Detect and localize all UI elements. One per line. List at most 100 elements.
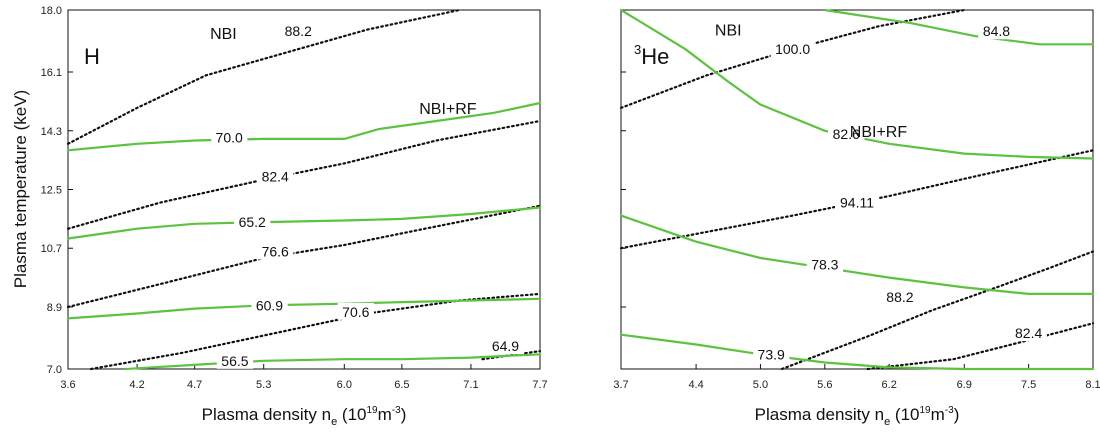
x-axis-label-sub: e xyxy=(884,416,890,428)
contour-label-bg xyxy=(280,22,317,40)
contour-label-bg xyxy=(1010,324,1047,342)
nbi-rf-contour-line xyxy=(619,8,1095,160)
nbi-contour-line xyxy=(66,8,461,145)
panel-label-sup: 3 xyxy=(634,42,641,57)
x-axis-label-unit-exp1: 19 xyxy=(367,405,379,416)
panel-h: 88.2 82.4 76.6 70.6 64.9 70.0 65.2 60.9 56.5 3.6… xyxy=(11,5,548,428)
x-axis-label-unit-mid: m xyxy=(931,405,945,424)
nbi-contour-line xyxy=(619,8,966,110)
y-tick-label: 18.0 xyxy=(41,5,62,17)
contour-label: 76.6 xyxy=(262,244,289,260)
contour-label: 56.5 xyxy=(221,353,248,369)
contour-label-bg xyxy=(251,296,288,314)
contour-label-bg xyxy=(978,22,1015,40)
contour-label-bg xyxy=(233,213,271,231)
annotations: NBI NBI+RF xyxy=(715,23,907,141)
contour-label: 70.0 xyxy=(216,129,243,145)
contour-label: 82.4 xyxy=(262,168,289,184)
nbi-contour-line xyxy=(66,119,542,230)
x-axis-label-unit-close: ) xyxy=(401,405,407,424)
contour-label: 73.9 xyxy=(758,346,785,362)
contour-label-bg xyxy=(752,345,790,363)
contour-label-bg xyxy=(337,302,375,320)
x-tick-label: 6.5 xyxy=(394,379,409,391)
contour-label: 70.6 xyxy=(342,304,369,320)
x-tick-label: 3.7 xyxy=(613,379,628,391)
contour-label: 94.11 xyxy=(840,195,874,211)
x-axis-label-unit-exp2: -3 xyxy=(392,405,401,416)
x-tick-label: 6.2 xyxy=(882,379,897,391)
contour-label-bg xyxy=(257,242,294,260)
x-axis-label: Plasma density ne (1019m-3) xyxy=(202,405,407,428)
nbi-rf-contour-line xyxy=(124,353,542,371)
contour-label: 88.2 xyxy=(285,23,312,39)
nbi-rf-contour-line xyxy=(619,333,1095,371)
y-tick-label: 12.5 xyxy=(41,185,62,197)
contour-labels: 88.2 82.4 76.6 70.6 64.9 70.0 65.2 60.9 56.5 xyxy=(210,22,524,369)
x-tick-labels: 3.6 4.2 4.7 5.3 6.0 6.5 7.1 7.7 xyxy=(60,379,547,391)
contour-label-bg xyxy=(828,125,865,143)
contour-label-bg xyxy=(881,288,919,306)
y-tick-label: 7.0 xyxy=(47,364,62,376)
x-tick-label: 6.9 xyxy=(957,379,972,391)
x-tick-label: 5.6 xyxy=(817,379,832,391)
x-tick-label: 7.5 xyxy=(1021,379,1036,391)
x-tick-label: 8.1 xyxy=(1085,379,1100,391)
nbi-rf-contour-line xyxy=(66,297,542,320)
x-tick-label: 4.2 xyxy=(129,379,144,391)
panel-label-main: He xyxy=(641,44,669,69)
y-tick-label: 10.7 xyxy=(41,243,62,255)
series-group xyxy=(66,8,542,371)
y-tick-labels: 7.0 8.9 10.7 12.5 14.3 16.1 18.0 xyxy=(41,5,62,376)
contour-label-bg xyxy=(835,193,879,211)
x-axis-label-main: Plasma density n xyxy=(202,405,331,424)
contour-label: 88.2 xyxy=(886,289,913,305)
x-axis-label-unit-open: (10 xyxy=(890,405,919,424)
contour-label: 82.4 xyxy=(1015,325,1042,341)
x-tick-label: 3.6 xyxy=(60,379,75,391)
x-tick-label: 7.7 xyxy=(532,379,547,391)
contour-label: 84.8 xyxy=(983,23,1010,39)
contour-label: 78.3 xyxy=(811,257,838,273)
y-axis-label: Plasma temperature (keV) xyxy=(11,90,30,288)
nbi-contour-line xyxy=(66,204,542,309)
plot-frame xyxy=(620,9,1094,370)
contour-label-bg xyxy=(210,128,248,146)
x-axis-label: Plasma density ne (1019m-3) xyxy=(755,405,960,428)
contour-label-bg xyxy=(216,351,254,369)
x-axis-label-unit-exp1: 19 xyxy=(920,405,932,416)
x-tick-label: 7.1 xyxy=(463,379,478,391)
contour-label-bg xyxy=(770,40,815,58)
nbi-rf-contour-line xyxy=(823,8,1095,46)
x-axis-label-unit-open: (10 xyxy=(337,405,366,424)
x-tick-label: 5.3 xyxy=(256,379,271,391)
tick-marks xyxy=(620,9,1094,370)
region-annotation: NBI+RF xyxy=(850,124,908,141)
nbi-contour-line xyxy=(866,322,1095,371)
panel-label: 3He xyxy=(634,42,669,69)
nbi-rf-contour-line xyxy=(66,101,542,152)
contour-label: 100.0 xyxy=(775,41,810,57)
x-tick-label: 6.0 xyxy=(337,379,352,391)
x-tick-label: 4.4 xyxy=(688,379,703,391)
y-tick-label: 14.3 xyxy=(41,126,62,138)
y-tick-label: 16.1 xyxy=(41,67,62,79)
nbi-rf-contour-line xyxy=(619,214,1095,295)
contour-label: 64.9 xyxy=(492,338,519,354)
y-tick-label: 8.9 xyxy=(47,302,62,314)
panel-label: H xyxy=(84,44,100,69)
x-axis-label-main: Plasma density n xyxy=(755,405,884,424)
tick-marks xyxy=(67,9,541,370)
contour-label: 60.9 xyxy=(256,297,283,313)
x-tick-label: 4.7 xyxy=(187,379,202,391)
panel-3he: 100.0 94.11 88.2 82.4 84.8 82.6 78.3 73.9 3.7 4.… xyxy=(613,8,1100,428)
region-annotation: NBI xyxy=(715,23,742,40)
nbi-contour-line xyxy=(619,149,1095,250)
contour-label: 82.6 xyxy=(833,126,860,142)
contour-label: 65.2 xyxy=(239,214,266,230)
series-group xyxy=(619,8,1095,371)
annotations: NBI NBI+RF xyxy=(210,26,477,118)
x-tick-labels: 3.7 4.4 5.0 5.6 6.2 6.9 7.5 8.1 xyxy=(613,379,1100,391)
x-axis-label-unit-exp2: -3 xyxy=(945,405,954,416)
